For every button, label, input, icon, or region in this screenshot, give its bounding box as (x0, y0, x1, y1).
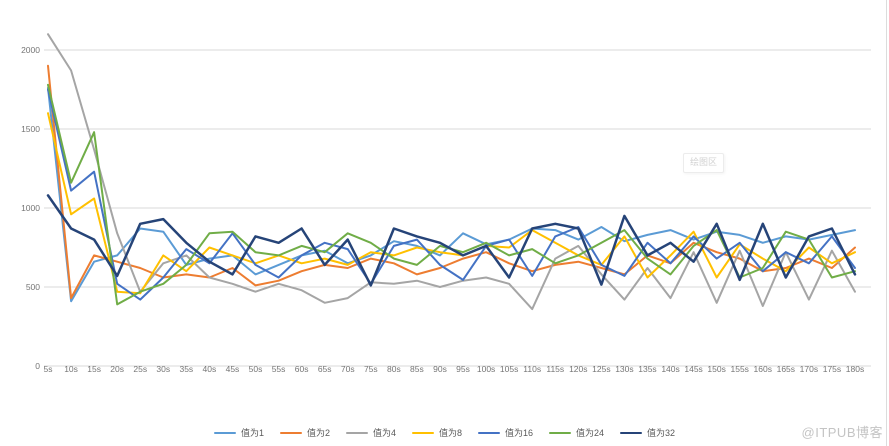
legend-label: 值为16 (505, 428, 534, 438)
legend-line-swatch (345, 431, 368, 434)
legend-line-swatch (213, 431, 236, 434)
x-axis-tick: 45s (226, 364, 240, 374)
x-axis-tick: 135s (638, 364, 656, 374)
x-axis-tick: 175s (823, 364, 841, 374)
legend-item-值为24: 值为24 (549, 426, 604, 439)
x-axis-tick: 155s (730, 364, 748, 374)
x-axis-tick: 165s (777, 364, 795, 374)
x-axis-tick: 130s (615, 364, 633, 374)
x-axis-tick: 65s (318, 364, 332, 374)
legend-line-swatch (411, 431, 434, 434)
x-axis-tick: 70s (341, 364, 355, 374)
legend-item-值为16: 值为16 (478, 426, 533, 439)
x-axis-tick: 40s (203, 364, 217, 374)
legend-line-swatch (620, 431, 643, 434)
x-axis-tick: 120s (569, 364, 587, 374)
legend-label: 值为4 (372, 428, 396, 438)
y-axis-tick: 0 (35, 361, 40, 371)
x-axis-tick: 25s (133, 364, 147, 374)
y-axis-tick: 1000 (21, 203, 40, 213)
x-axis-tick: 55s (272, 364, 286, 374)
x-axis-tick: 160s (754, 364, 772, 374)
x-axis-tick: 105s (500, 364, 518, 374)
x-axis-tick: 30s (156, 364, 170, 374)
legend-label: 值为1 (240, 428, 264, 438)
legend-item-值为2: 值为2 (279, 426, 330, 439)
series-line-值为4 (47, 33, 856, 311)
legend-item-值为8: 值为8 (411, 426, 462, 439)
legend-label: 值为32 (647, 428, 676, 438)
legend-item-值为4: 值为4 (345, 426, 396, 439)
y-axis-tick: 2000 (21, 45, 40, 55)
x-axis-tick: 125s (592, 364, 610, 374)
x-axis-tick: 20s (110, 364, 124, 374)
x-axis-tick: 60s (295, 364, 309, 374)
x-axis-tick: 95s (456, 364, 470, 374)
legend-line-swatch (478, 431, 500, 434)
legend-item-值为32: 值为32 (620, 426, 675, 439)
x-axis-tick: 115s (546, 364, 564, 374)
x-axis-tick: 75s (364, 364, 378, 374)
series-line-值为16 (47, 88, 856, 301)
x-axis-tick: 50s (249, 364, 263, 374)
series-line-值为32 (46, 194, 857, 287)
x-axis-tick: 150s (707, 364, 725, 374)
y-axis-tick: 500 (26, 282, 40, 292)
x-axis-tick: 110s (523, 364, 541, 374)
x-axis-tick: 100s (477, 364, 495, 374)
x-axis-tick: 90s (433, 364, 447, 374)
x-axis-tick: 35s (179, 364, 193, 374)
legend-label: 值为24 (576, 428, 605, 438)
x-axis-tick: 10s (64, 364, 78, 374)
x-axis-tick: 80s (387, 364, 401, 374)
legend-label: 值为2 (306, 428, 330, 438)
series-line-值为2 (47, 64, 856, 300)
y-axis-tick: 1500 (21, 124, 40, 134)
x-axis-tick: 180s (846, 364, 864, 374)
x-axis-tick: 145s (684, 364, 702, 374)
legend-line-swatch (549, 431, 572, 434)
legend-label: 值为8 (438, 428, 462, 438)
watermark-text: @ITPUB博客 (801, 425, 883, 440)
panel-right-border (886, 0, 887, 446)
legend-item-值为1: 值为1 (213, 426, 264, 439)
plot-area-tooltip-label: 绘图区 (690, 157, 718, 167)
x-axis-tick: 140s (661, 364, 679, 374)
x-axis-tick: 170s (800, 364, 818, 374)
plot-area-tooltip: 绘图区 (683, 153, 725, 173)
x-axis-tick: 5s (44, 364, 53, 374)
legend: 值为1 值为2 值为4 值为8 值为16 值为24 值为32 (0, 426, 889, 439)
legend-line-swatch (279, 431, 302, 434)
x-axis-tick: 85s (410, 364, 424, 374)
x-axis-tick: 15s (87, 364, 101, 374)
